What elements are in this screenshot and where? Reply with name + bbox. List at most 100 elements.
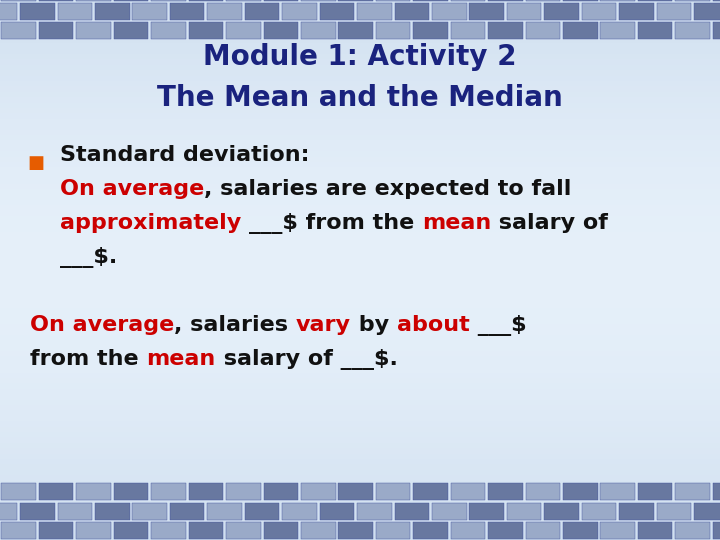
Text: Standard deviation:: Standard deviation: <box>60 145 310 165</box>
Bar <box>413 22 448 39</box>
Bar <box>39 522 73 539</box>
Bar <box>432 503 467 519</box>
Bar <box>469 503 504 519</box>
Bar <box>132 3 167 20</box>
Text: mean: mean <box>422 213 491 233</box>
Bar <box>0 3 17 20</box>
Bar <box>207 3 242 20</box>
Bar <box>563 0 598 1</box>
Bar <box>600 483 635 501</box>
Bar <box>488 483 523 501</box>
Bar <box>526 0 560 1</box>
Bar <box>544 3 579 20</box>
Bar <box>264 483 298 501</box>
Bar <box>189 522 223 539</box>
Text: On average: On average <box>30 315 174 335</box>
Bar <box>469 3 504 20</box>
Bar <box>694 3 720 20</box>
Bar <box>1 22 36 39</box>
Bar <box>488 522 523 539</box>
Text: Module 1: Activity 2: Module 1: Activity 2 <box>203 43 517 71</box>
Bar <box>395 503 429 519</box>
Bar <box>451 0 485 1</box>
Bar <box>395 3 429 20</box>
Bar <box>675 22 710 39</box>
Bar <box>507 503 541 519</box>
Bar <box>357 503 392 519</box>
Bar <box>207 503 242 519</box>
Bar <box>357 3 392 20</box>
Bar <box>619 503 654 519</box>
Text: The Mean and the Median: The Mean and the Median <box>157 84 563 112</box>
Text: , salaries: , salaries <box>174 315 296 335</box>
Bar <box>114 0 148 1</box>
Bar <box>76 522 111 539</box>
Bar <box>638 0 672 1</box>
Bar <box>600 522 635 539</box>
Bar <box>338 22 373 39</box>
Text: On average: On average <box>60 179 204 199</box>
Text: ___$.: ___$. <box>60 247 117 268</box>
Bar <box>39 483 73 501</box>
Bar <box>675 522 710 539</box>
Bar <box>320 503 354 519</box>
Text: , salaries are expected to fall: , salaries are expected to fall <box>204 179 572 199</box>
Bar <box>264 0 298 1</box>
Bar <box>282 3 317 20</box>
Bar <box>76 22 111 39</box>
Bar <box>600 0 635 1</box>
Text: vary: vary <box>296 315 351 335</box>
Text: ■: ■ <box>27 154 45 172</box>
Bar <box>413 0 448 1</box>
Bar <box>713 22 720 39</box>
Bar <box>544 503 579 519</box>
Bar <box>657 503 691 519</box>
Bar <box>58 503 92 519</box>
Bar <box>20 3 55 20</box>
Bar <box>189 483 223 501</box>
Bar <box>582 503 616 519</box>
Bar <box>488 22 523 39</box>
Bar <box>0 503 17 519</box>
Text: from the: from the <box>30 349 146 369</box>
Bar <box>39 22 73 39</box>
Bar <box>1 483 36 501</box>
Bar <box>563 483 598 501</box>
Bar <box>507 3 541 20</box>
Bar <box>39 0 73 1</box>
Bar <box>376 22 410 39</box>
Bar <box>114 522 148 539</box>
Bar <box>376 483 410 501</box>
Bar <box>713 483 720 501</box>
Bar <box>282 503 317 519</box>
Bar <box>413 522 448 539</box>
Bar <box>320 3 354 20</box>
Bar <box>338 522 373 539</box>
Bar <box>713 522 720 539</box>
Bar <box>76 483 111 501</box>
Bar <box>526 522 560 539</box>
Bar <box>264 522 298 539</box>
Bar <box>638 483 672 501</box>
Bar <box>1 522 36 539</box>
Bar <box>226 0 261 1</box>
Bar <box>245 503 279 519</box>
Text: salary of ___$.: salary of ___$. <box>215 349 397 370</box>
Bar <box>376 0 410 1</box>
Bar <box>451 522 485 539</box>
Bar <box>189 0 223 1</box>
Text: mean: mean <box>146 349 215 369</box>
Bar <box>432 3 467 20</box>
Bar <box>451 22 485 39</box>
Text: about: about <box>397 315 469 335</box>
Text: ___$: ___$ <box>469 315 526 336</box>
Bar <box>76 0 111 1</box>
Bar <box>151 522 186 539</box>
Bar <box>338 483 373 501</box>
Bar <box>638 22 672 39</box>
Bar <box>376 522 410 539</box>
Text: ___$ from the: ___$ from the <box>249 213 422 234</box>
Bar <box>301 483 336 501</box>
Bar <box>95 503 130 519</box>
Bar <box>189 22 223 39</box>
